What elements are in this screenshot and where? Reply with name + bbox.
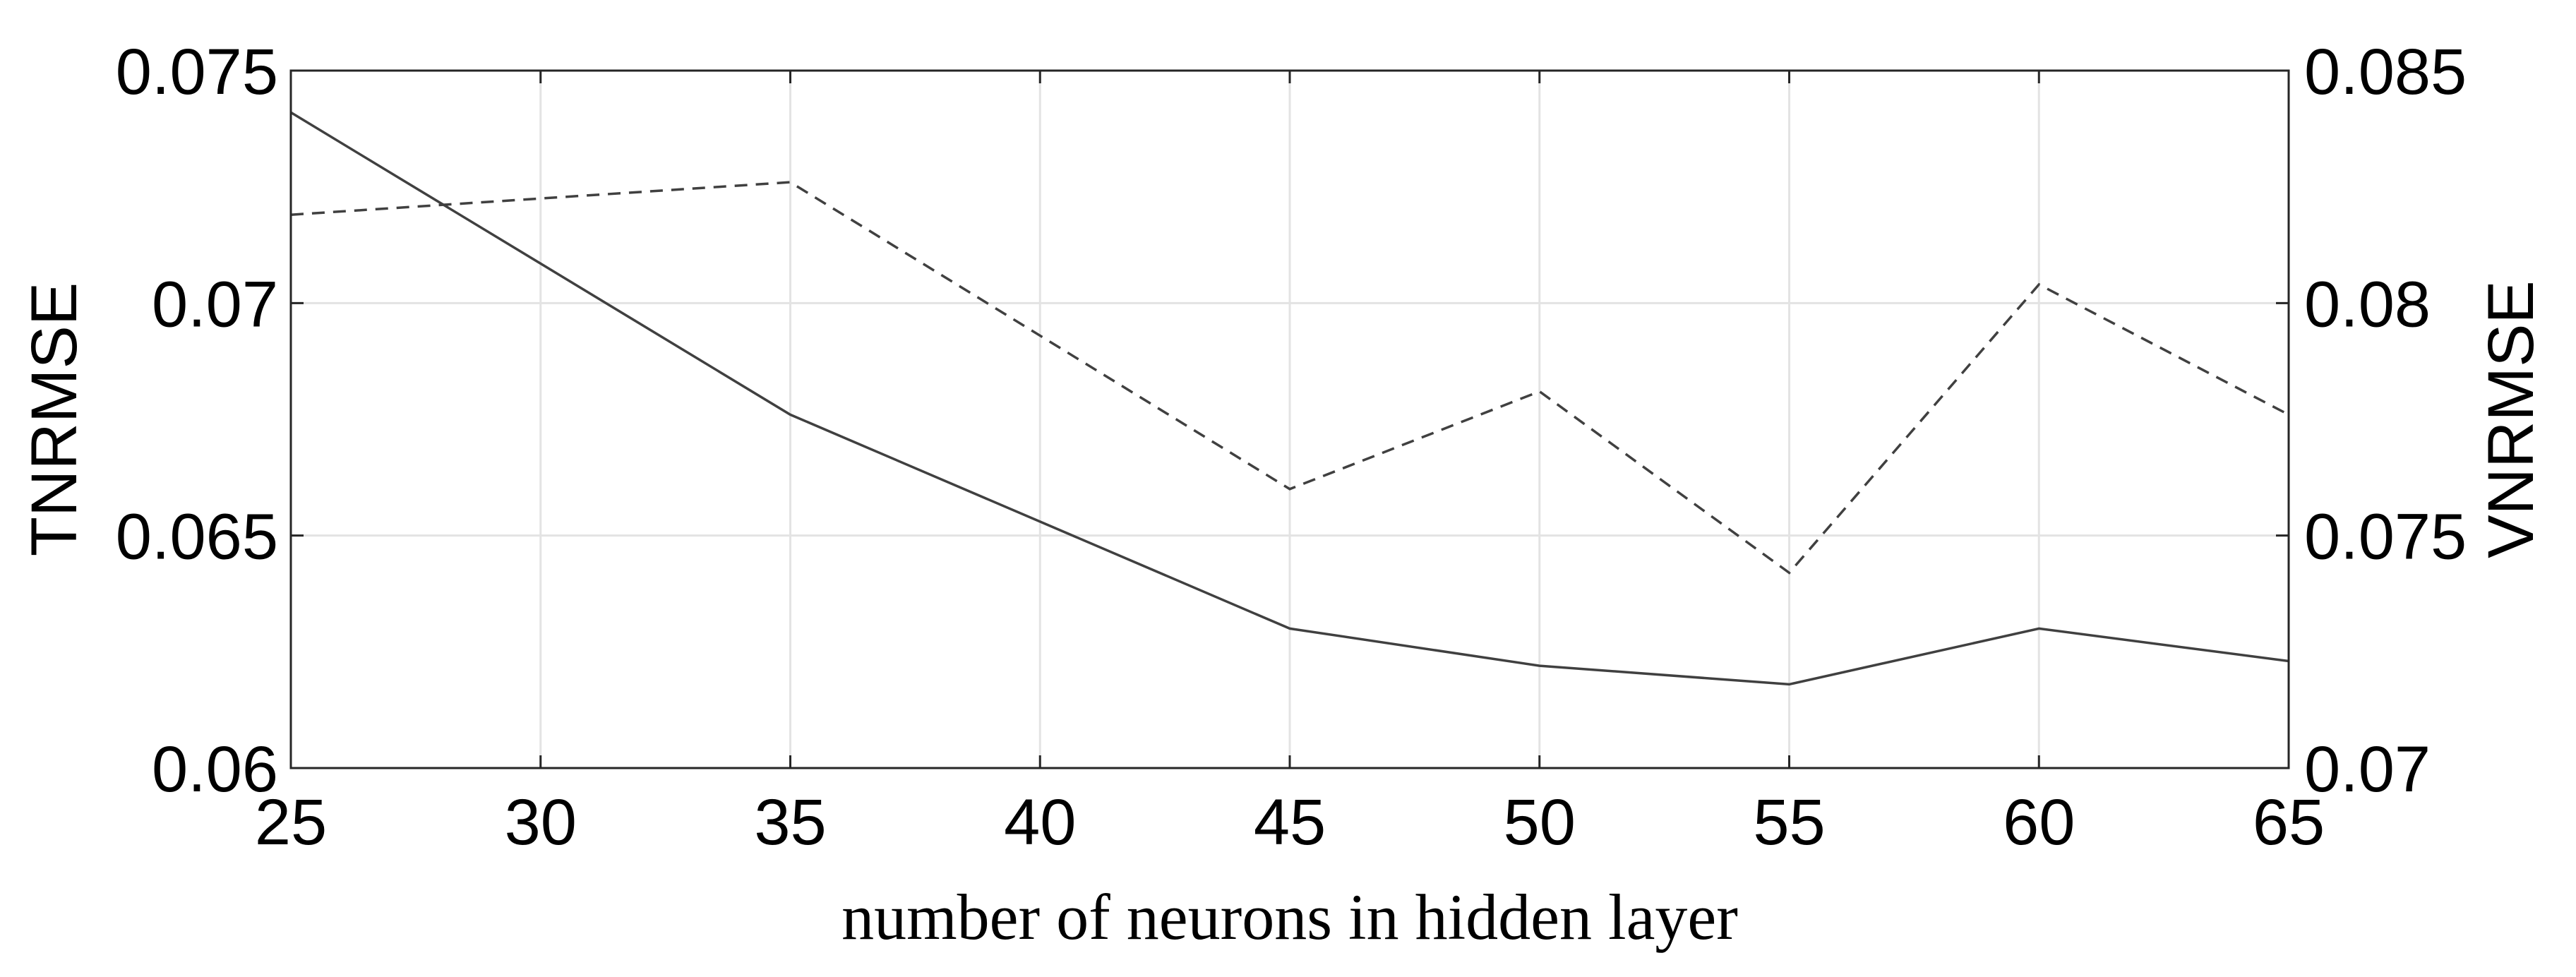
series-layer: [290, 111, 2289, 686]
x-tick-label: 55: [1753, 786, 1825, 858]
x-tick-label: 30: [505, 786, 577, 858]
right-y-tick-label: 0.08: [2304, 268, 2431, 340]
left-y-tick-labels: 0.06 0.065 0.07 0.075: [116, 36, 278, 805]
vnrmse-series-line: [290, 181, 2289, 575]
grid: [291, 71, 2289, 768]
right-y-tick-label: 0.085: [2304, 36, 2467, 108]
right-y-tick-label: 0.075: [2304, 501, 2467, 573]
tnrmse-series-line: [290, 111, 2289, 686]
right-y-tick-labels: 0.07 0.075 0.08 0.085: [2304, 36, 2467, 805]
x-axis-label: number of neurons in hidden layer: [841, 881, 1738, 953]
x-tick-labels: 25 30 35 40 45 50 55 60 65: [255, 786, 2325, 858]
left-y-tick-label: 0.07: [152, 268, 278, 340]
x-tick-label: 25: [255, 786, 327, 858]
x-tick-label: 35: [754, 786, 826, 858]
x-tick-label: 40: [1004, 786, 1076, 858]
tick-marks: [289, 69, 2290, 769]
left-y-axis-label: TNRMSE: [18, 282, 90, 556]
left-y-tick-label: 0.075: [116, 36, 278, 108]
right-y-tick-label: 0.07: [2304, 733, 2431, 805]
left-y-tick-label: 0.06: [152, 733, 278, 805]
x-tick-label: 50: [1504, 786, 1576, 858]
x-tick-label: 65: [2253, 786, 2325, 858]
x-tick-label: 45: [1254, 786, 1326, 858]
left-y-tick-label: 0.065: [116, 501, 278, 573]
right-y-axis-label: VNRMSE: [2475, 280, 2547, 558]
x-tick-label: 60: [2003, 786, 2075, 858]
